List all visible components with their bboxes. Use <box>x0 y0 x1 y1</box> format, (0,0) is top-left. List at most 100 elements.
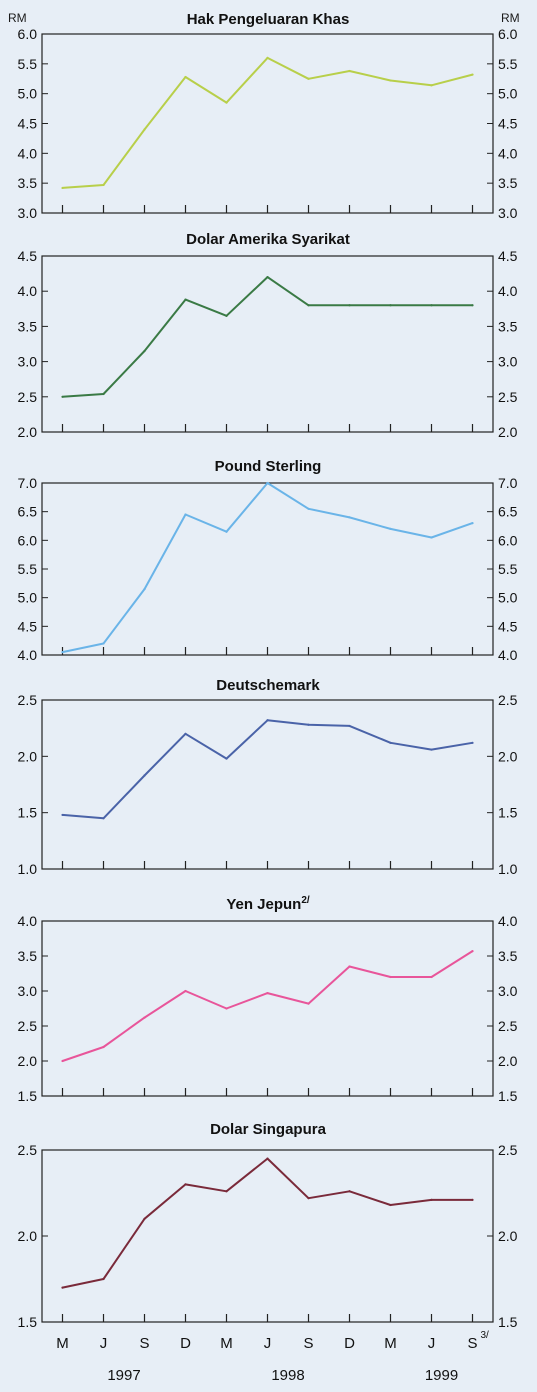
plot-frame <box>41 1149 494 1323</box>
series-line <box>62 56 473 189</box>
data-point <box>266 719 269 722</box>
y-tick-label-left: 2.0 <box>18 1228 38 1244</box>
series-line <box>62 950 474 1062</box>
chart-title: Dolar Singapura <box>210 1121 327 1138</box>
data-point <box>184 1183 187 1186</box>
chart-title: Yen Jepun2/ <box>226 895 310 913</box>
y-tick-label-right: 4.0 <box>498 913 518 929</box>
data-point <box>266 992 269 995</box>
y-tick-label-left: 2.0 <box>18 424 38 440</box>
data-point <box>471 1198 474 1201</box>
data-point <box>430 304 433 307</box>
y-tick-label-right: 6.5 <box>498 504 518 520</box>
chart-panel-4: Yen Jepun2/1.5 2.0 2.5 3.0 3.5 4.0 1.5 2.0 2.5 3.… <box>18 895 518 1104</box>
x-tick-label: J <box>100 1335 108 1352</box>
data-point <box>348 516 351 519</box>
y-tick-label-left: 6.0 <box>18 532 38 548</box>
data-point <box>225 314 228 317</box>
data-point <box>471 522 474 525</box>
data-point <box>471 73 474 76</box>
chart-panel-3: Deutschemark 1.0 1.5 2.0 2.5 1.0 1.5 2.0 2.5 <box>18 677 518 877</box>
x-tick-label: J <box>428 1335 436 1352</box>
y-tick-label-right: 2.5 <box>498 1142 518 1158</box>
data-point <box>389 975 392 979</box>
y-tick-label-left: 2.5 <box>18 1142 38 1158</box>
x-tick-label: S <box>303 1335 313 1352</box>
y-tick-label-left: 5.0 <box>18 590 38 606</box>
data-point <box>61 813 64 817</box>
data-point <box>348 724 351 728</box>
data-point <box>389 304 392 307</box>
y-tick-label-left: 3.5 <box>18 948 38 964</box>
x-tick-label: M <box>220 1335 233 1352</box>
plot-frame <box>41 699 494 870</box>
y-tick-label-right: 2.5 <box>498 1018 518 1034</box>
y-tick-label-right: 4.5 <box>498 248 518 264</box>
series-line <box>62 719 473 820</box>
chart-title: Pound Sterling <box>215 458 322 475</box>
x-tick-label: S <box>467 1335 477 1352</box>
data-point <box>143 774 146 777</box>
data-point <box>471 741 474 744</box>
plot-frame <box>41 482 494 656</box>
data-point <box>184 732 187 735</box>
chart-panel-5: Dolar Singapura 1.5 2.0 2.5 1.5 2.0 2.5 <box>18 1121 518 1330</box>
chart-panel-0: Hak Pengeluaran Khas 3.0 3.5 4.0 4.5 5.0 5.5 6.… <box>18 11 518 221</box>
x-tick-label: S <box>139 1335 149 1352</box>
y-tick-label-left: 3.0 <box>18 983 38 999</box>
data-point <box>184 75 187 79</box>
rm-label-right: RM <box>501 11 520 25</box>
y-tick-label-left: 2.0 <box>18 1053 38 1069</box>
x-tick-label: D <box>344 1335 355 1352</box>
y-tick-label-right: 1.0 <box>498 861 518 877</box>
chart-panel-1: Dolar Amerika Syarikat 2.0 2.5 3.0 3.5 4.0 4.5… <box>18 231 518 440</box>
y-tick-label-right: 7.0 <box>498 475 518 491</box>
plot-frame <box>41 255 494 433</box>
data-point <box>307 304 310 307</box>
data-point <box>348 1190 351 1193</box>
y-tick-label-left: 6.0 <box>18 26 38 42</box>
data-point <box>471 950 474 953</box>
y-tick-label-right: 4.0 <box>498 647 518 663</box>
y-tick-label-left: 6.5 <box>18 504 38 520</box>
data-point <box>143 587 146 591</box>
y-tick-label-left: 5.5 <box>18 561 38 577</box>
chart-title: Deutschemark <box>216 677 320 694</box>
series-line <box>62 276 473 398</box>
data-point <box>61 395 64 398</box>
y-tick-label-right: 5.0 <box>498 86 518 102</box>
y-tick-label-right: 1.5 <box>498 1088 518 1104</box>
data-point <box>102 1277 105 1281</box>
data-point <box>102 1045 105 1049</box>
data-point <box>348 965 351 968</box>
data-point <box>389 1203 392 1207</box>
y-tick-label-right: 3.0 <box>498 983 518 999</box>
y-tick-label-right: 5.5 <box>498 561 518 577</box>
y-tick-label-right: 1.5 <box>498 1314 518 1330</box>
y-tick-label-right: 5.0 <box>498 590 518 606</box>
y-tick-label-right: 3.5 <box>498 175 518 191</box>
y-tick-label-left: 2.5 <box>18 692 38 708</box>
chart-panel-2: Pound Sterling 4.0 4.5 5.0 5.5 6.0 6.5 7.0 4.0 4.… <box>18 458 518 663</box>
y-tick-label-left: 7.0 <box>18 475 38 491</box>
plot-frame <box>41 920 494 1097</box>
data-point <box>102 392 105 396</box>
chart-title: Hak Pengeluaran Khas <box>187 11 350 28</box>
y-tick-label-left: 4.0 <box>18 913 38 929</box>
y-tick-label-right: 4.0 <box>498 145 518 161</box>
y-tick-label-left: 1.5 <box>18 805 38 821</box>
data-point <box>307 507 310 510</box>
y-tick-label-right: 2.0 <box>498 1053 518 1069</box>
y-tick-label-right: 2.0 <box>498 748 518 764</box>
y-tick-label-left: 2.5 <box>18 1018 38 1034</box>
y-tick-label-right: 3.0 <box>498 205 518 221</box>
data-point <box>61 1286 64 1289</box>
y-tick-label-left: 2.0 <box>18 748 38 764</box>
y-tick-label-left: 3.0 <box>18 205 38 221</box>
data-point <box>430 84 433 87</box>
data-point <box>61 186 64 190</box>
y-tick-label-right: 4.5 <box>498 116 518 132</box>
y-tick-label-left: 5.5 <box>18 56 38 72</box>
y-tick-label-left: 4.0 <box>18 647 38 663</box>
data-point <box>266 276 269 279</box>
